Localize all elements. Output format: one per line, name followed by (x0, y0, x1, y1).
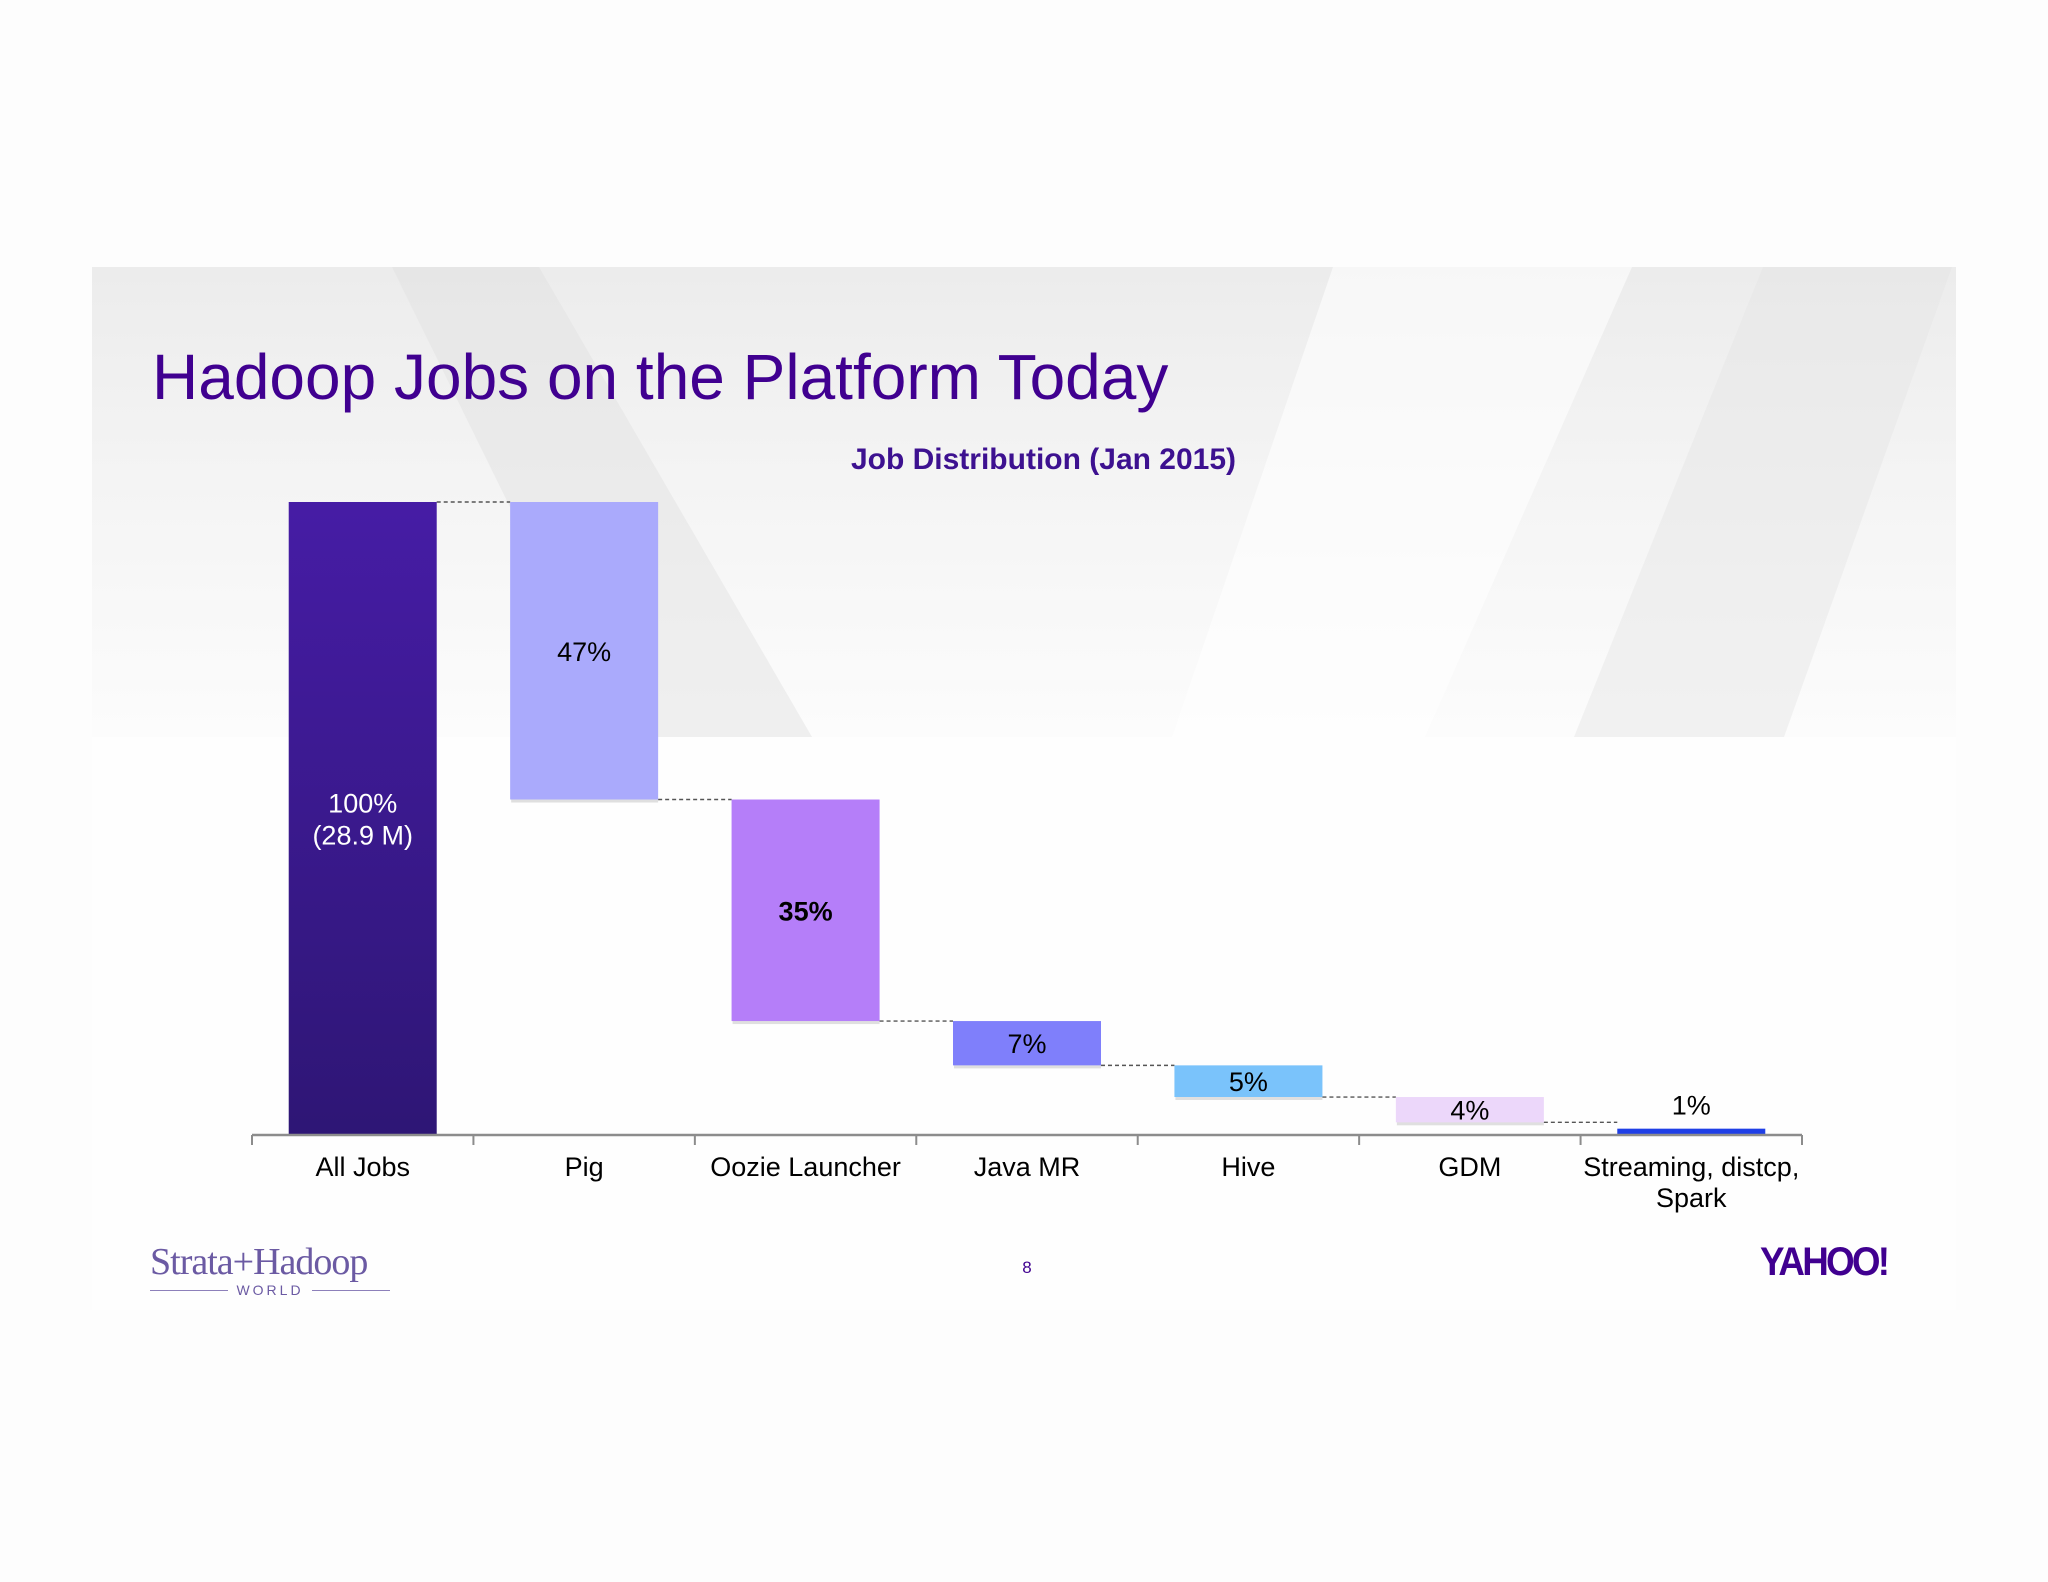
bar-shadow-2 (732, 1021, 880, 1025)
x-tick-label: GDM (1438, 1152, 1501, 1182)
slide-background (92, 267, 1956, 1310)
data-label: 47% (557, 637, 611, 667)
x-tick-label: Hive (1221, 1152, 1275, 1182)
x-tick-label: All Jobs (315, 1152, 410, 1182)
bar-4 (1174, 1065, 1323, 1098)
bar-2 (731, 799, 880, 1022)
data-label: 35% (779, 896, 833, 926)
data-label: 100% (28.9 M) (312, 789, 413, 851)
x-tick-label: Pig (565, 1152, 604, 1182)
page-number: 8 (1022, 1258, 1032, 1277)
slide-title: Hadoop Jobs on the Platform Today (152, 341, 1169, 413)
chart-title: Job Distribution (Jan 2015) (850, 443, 1237, 476)
bar-shadow-1 (511, 799, 659, 803)
bar-0 (288, 502, 437, 1135)
bar-shadow-3 (954, 1065, 1101, 1069)
data-label: 4% (1450, 1096, 1489, 1126)
strata-hadoop-logo: Strata+Hadoop WORLD (150, 1240, 390, 1298)
bar-6 (1617, 1128, 1766, 1136)
bar-shadow-5 (1396, 1122, 1544, 1126)
strata-hadoop-wordmark: Strata+Hadoop (150, 1241, 368, 1283)
bar-3 (953, 1021, 1101, 1066)
bar-1 (510, 502, 659, 800)
yahoo-logo: YAHOO! (1760, 1240, 1890, 1284)
x-tick-label: Oozie Launcher (710, 1152, 901, 1182)
world-text: WORLD (236, 1282, 304, 1298)
bar-shadow-4 (1175, 1097, 1323, 1101)
x-tick-label: Java MR (974, 1152, 1081, 1182)
bar-5 (1395, 1097, 1544, 1123)
data-label: 7% (1007, 1029, 1046, 1059)
strata-hadoop-sub: WORLD (150, 1282, 390, 1298)
data-label: 1% (1672, 1091, 1711, 1121)
x-tick-label: Streaming, distcp, Spark (1583, 1152, 1799, 1213)
data-label: 5% (1229, 1067, 1268, 1097)
